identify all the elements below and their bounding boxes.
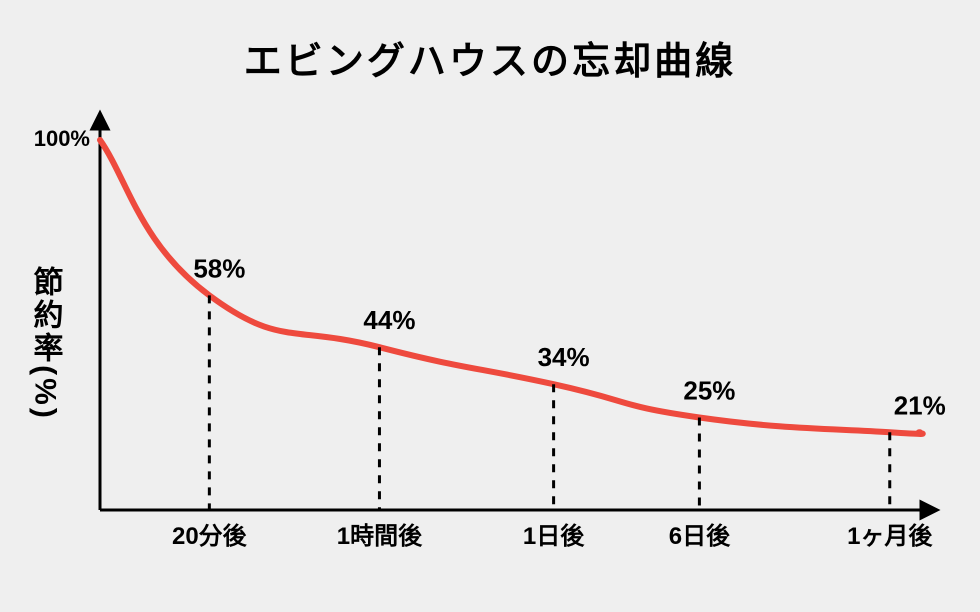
x-tick-label: 1ヶ月後: [847, 522, 933, 550]
value-label: 21%: [894, 390, 946, 420]
x-tick-label: 6日後: [669, 522, 731, 550]
x-tick-label: 1日後: [523, 522, 585, 550]
forgetting-curve: [100, 140, 923, 434]
y-axis-label: 節約率(%): [29, 266, 64, 421]
origin-label: 100%: [34, 126, 90, 151]
chart-title: エビングハウスの忘却曲線: [0, 30, 980, 85]
x-tick-label: 1時間後: [337, 522, 423, 550]
value-label: 44%: [363, 305, 415, 335]
page: エビングハウスの忘却曲線 58% 20分後 44% 1時間後 34% 1日後 25% 6日後 2…: [0, 0, 980, 612]
value-label: 34%: [538, 342, 590, 372]
x-tick-label: 20分後: [172, 522, 248, 550]
forgetting-curve-chart: 58% 20分後 44% 1時間後 34% 1日後 25% 6日後 21% 1ヶ月後 100% 節約率…: [0, 0, 980, 612]
value-label: 58%: [193, 253, 245, 283]
value-label: 25%: [683, 376, 735, 406]
